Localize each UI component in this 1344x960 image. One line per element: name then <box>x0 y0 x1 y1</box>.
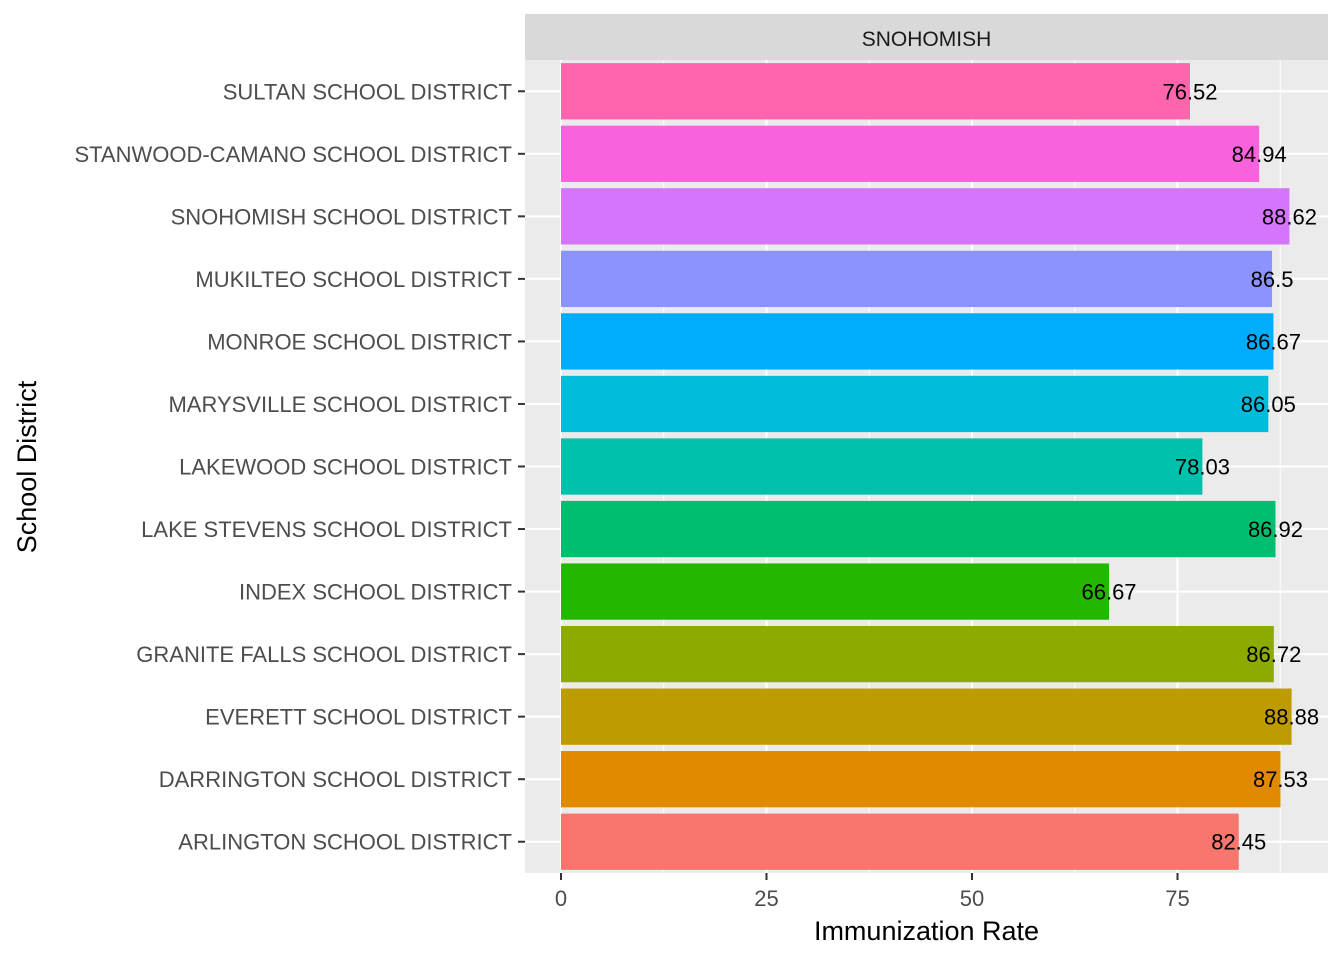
x-axis-title: Immunization Rate <box>814 916 1039 946</box>
x-tick-label: 25 <box>754 886 778 911</box>
y-tick-label: SNOHOMISH SCHOOL DISTRICT <box>171 204 512 229</box>
value-label: 76.52 <box>1162 79 1217 104</box>
value-labels: 82.45 87.53 88.88 86.72 66.67 86.92 78.03 86.05… <box>1081 79 1319 854</box>
y-tick-label: STANWOOD-CAMANO SCHOOL DISTRICT <box>74 142 512 167</box>
y-tick-label: MARYSVILLE SCHOOL DISTRICT <box>168 392 512 417</box>
bar <box>561 125 1260 182</box>
y-axis: ARLINGTON SCHOOL DISTRICT DARRINGTON SCHO… <box>74 79 525 855</box>
bar <box>561 563 1110 620</box>
value-label: 66.67 <box>1081 580 1136 605</box>
x-axis: 0 25 50 75 <box>555 873 1190 911</box>
bar <box>561 250 1273 308</box>
facet-strip-label: SNOHOMISH <box>862 28 992 51</box>
x-tick-label: 50 <box>960 886 984 911</box>
value-label: 87.53 <box>1253 767 1308 792</box>
bars <box>561 63 1292 870</box>
bar <box>561 813 1239 870</box>
value-label: 86.5 <box>1251 267 1294 292</box>
bar <box>561 375 1269 433</box>
x-tick-label: 0 <box>555 886 567 911</box>
bar <box>561 188 1290 245</box>
value-label: 86.05 <box>1241 392 1296 417</box>
y-tick-label: GRANITE FALLS SCHOOL DISTRICT <box>136 642 512 667</box>
x-tick-label: 75 <box>1165 886 1189 911</box>
value-label: 82.45 <box>1211 830 1266 855</box>
y-tick-label: EVERETT SCHOOL DISTRICT <box>205 705 512 730</box>
bar <box>561 625 1274 683</box>
value-label: 88.88 <box>1264 705 1319 730</box>
y-tick-label: LAKE STEVENS SCHOOL DISTRICT <box>141 517 512 542</box>
bar <box>561 438 1203 495</box>
y-tick-label: LAKEWOOD SCHOOL DISTRICT <box>179 455 512 480</box>
value-label: 78.03 <box>1175 455 1230 480</box>
value-label: 86.72 <box>1246 642 1301 667</box>
bar <box>561 500 1276 558</box>
value-label: 84.94 <box>1232 142 1287 167</box>
bar <box>561 63 1190 120</box>
value-label: 86.67 <box>1246 329 1301 354</box>
y-axis-title: School District <box>12 380 42 553</box>
y-tick-label: ARLINGTON SCHOOL DISTRICT <box>178 830 512 855</box>
y-tick-label: MUKILTEO SCHOOL DISTRICT <box>195 267 512 292</box>
value-label: 86.92 <box>1248 517 1303 542</box>
y-tick-label: MONROE SCHOOL DISTRICT <box>207 329 512 354</box>
facet-strip <box>525 14 1328 60</box>
value-label: 88.62 <box>1262 204 1317 229</box>
y-tick-label: DARRINGTON SCHOOL DISTRICT <box>159 767 512 792</box>
bar <box>561 313 1274 370</box>
y-tick-label: INDEX SCHOOL DISTRICT <box>239 580 512 605</box>
y-tick-label: SULTAN SCHOOL DISTRICT <box>223 79 512 104</box>
bar <box>561 688 1292 745</box>
bar <box>561 751 1281 808</box>
